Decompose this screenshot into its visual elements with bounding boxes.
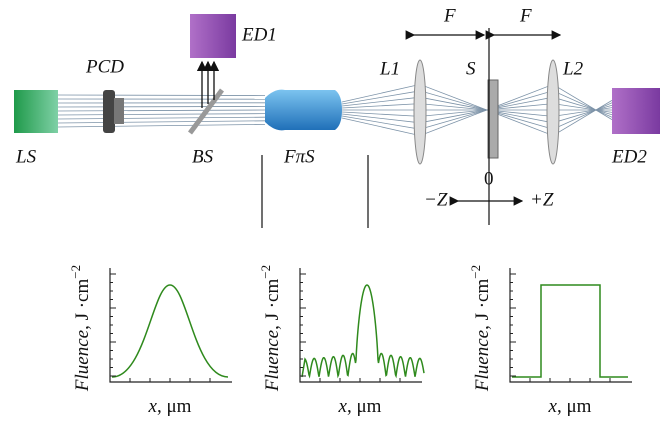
beam-splitter bbox=[187, 88, 225, 135]
beam-ray bbox=[57, 124, 266, 128]
y-label: Fluence bbox=[262, 330, 283, 392]
label: 0 bbox=[484, 168, 494, 189]
x-label: x bbox=[338, 396, 348, 417]
reflected-beam bbox=[196, 60, 220, 108]
beam-ray bbox=[57, 106, 266, 108]
y-axis-label: Fluence, J ·cm−2 bbox=[468, 265, 493, 392]
ed1-box bbox=[190, 14, 236, 58]
beam-ray bbox=[57, 113, 266, 116]
beam-ray bbox=[57, 116, 266, 120]
beam-ray bbox=[57, 94, 266, 96]
oscillating-curve bbox=[301, 284, 425, 379]
laser-source bbox=[14, 90, 58, 133]
label: BS bbox=[192, 146, 214, 167]
y-label: Fluence bbox=[72, 330, 93, 392]
axis bbox=[109, 268, 232, 383]
x-axis-label: x, μm bbox=[548, 396, 592, 417]
sample bbox=[487, 79, 499, 159]
label: FπS bbox=[283, 146, 315, 167]
pcd bbox=[103, 90, 115, 133]
flat-top-curve bbox=[512, 284, 628, 378]
y-exp: −2 bbox=[68, 265, 83, 279]
label: PCD bbox=[85, 56, 124, 77]
x-label: x bbox=[548, 396, 558, 417]
label: L1 bbox=[379, 58, 400, 79]
lens-l2 bbox=[546, 59, 560, 165]
label: F bbox=[443, 5, 456, 26]
x-unit: , μm bbox=[347, 396, 382, 417]
label: −Z bbox=[424, 189, 448, 210]
beam-ray bbox=[57, 120, 266, 124]
y-axis-label: Fluence, J ·cm−2 bbox=[68, 265, 93, 392]
pcd-body bbox=[114, 98, 124, 124]
axis bbox=[509, 268, 632, 383]
gaussian-curve bbox=[111, 284, 229, 378]
x-unit: , μm bbox=[557, 396, 592, 417]
y-unit: , J ·cm bbox=[262, 279, 283, 330]
x-label: x bbox=[148, 396, 158, 417]
y-unit: , J ·cm bbox=[472, 279, 493, 330]
label: ED1 bbox=[241, 24, 277, 45]
ed2-box bbox=[612, 88, 660, 134]
beam-ray bbox=[57, 109, 266, 112]
dimension-lines bbox=[261, 28, 562, 228]
x-unit: , μm bbox=[157, 396, 192, 417]
label: +Z bbox=[530, 189, 554, 210]
y-exp: −2 bbox=[468, 265, 483, 279]
axis bbox=[299, 268, 422, 383]
y-exp: −2 bbox=[258, 265, 273, 279]
label: LS bbox=[15, 146, 37, 167]
label: ED2 bbox=[611, 146, 647, 167]
x-axis-label: x, μm bbox=[338, 396, 382, 417]
label: L2 bbox=[562, 58, 584, 79]
label: S bbox=[466, 58, 476, 79]
y-unit: , J ·cm bbox=[72, 279, 93, 330]
label: F bbox=[519, 5, 532, 26]
x-axis-label: x, μm bbox=[148, 396, 192, 417]
lens-l1 bbox=[413, 59, 427, 165]
y-label: Fluence bbox=[472, 330, 493, 392]
fpis-shaper bbox=[265, 89, 342, 131]
y-axis-label: Fluence, J ·cm−2 bbox=[258, 265, 283, 392]
